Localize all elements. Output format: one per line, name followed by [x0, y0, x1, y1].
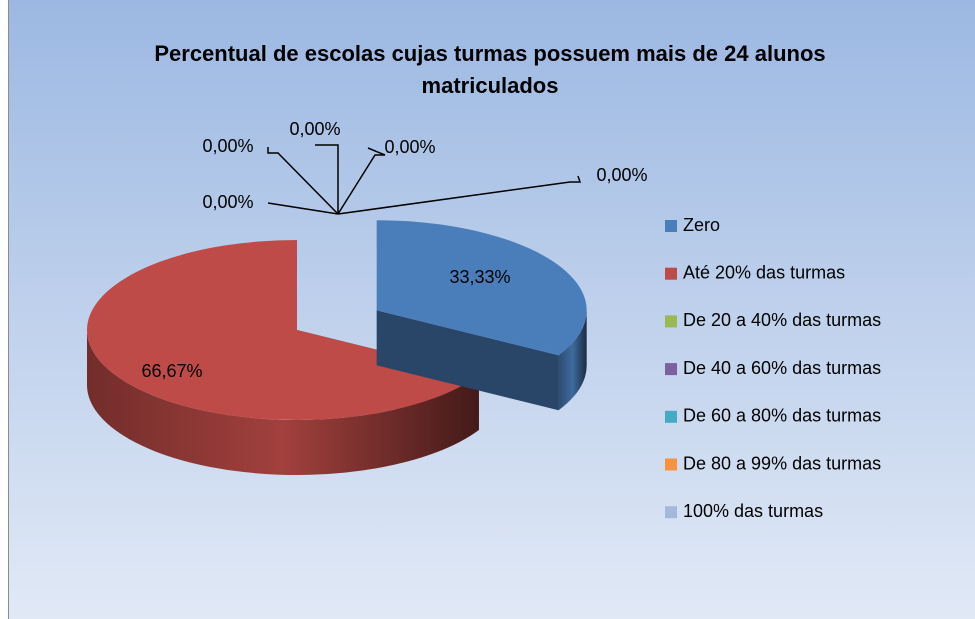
leader-line	[315, 144, 339, 214]
pie-slice	[376, 220, 587, 356]
leader-line	[267, 202, 339, 215]
legend-swatch	[665, 506, 677, 519]
legend-swatch	[665, 363, 677, 376]
legend-swatch	[665, 410, 677, 423]
pie-slice	[87, 240, 479, 420]
data-label: 0,00%	[289, 119, 340, 139]
legend-label: De 40 a 60% das turmas	[683, 358, 881, 378]
data-label: 0,00%	[384, 137, 435, 157]
data-label: 0,00%	[202, 192, 253, 212]
legend-swatch	[665, 315, 677, 328]
leader-line	[337, 147, 386, 215]
data-label: 66,67%	[141, 361, 202, 381]
data-label: 33,33%	[449, 267, 510, 287]
legend-label: De 20 a 40% das turmas	[683, 310, 881, 330]
legend-swatch	[665, 458, 677, 471]
legend-swatch	[665, 267, 677, 280]
legend-label: Zero	[683, 215, 720, 235]
leader-line	[267, 147, 339, 215]
slice-side	[558, 310, 587, 411]
legend-label: De 60 a 80% das turmas	[683, 406, 881, 426]
legend-swatch	[665, 220, 677, 232]
slice-side	[376, 310, 559, 411]
leader-line	[337, 175, 582, 215]
data-label: 0,00%	[596, 165, 647, 185]
legend-label: 100% das turmas	[683, 501, 823, 521]
chart-title: Percentual de escolas cujas turmas possu…	[154, 41, 826, 98]
slice-side	[86, 330, 479, 476]
data-label: 0,00%	[202, 136, 253, 156]
legend-label: Até 20% das turmas	[683, 262, 845, 282]
legend-label: De 80 a 99% das turmas	[683, 453, 881, 473]
